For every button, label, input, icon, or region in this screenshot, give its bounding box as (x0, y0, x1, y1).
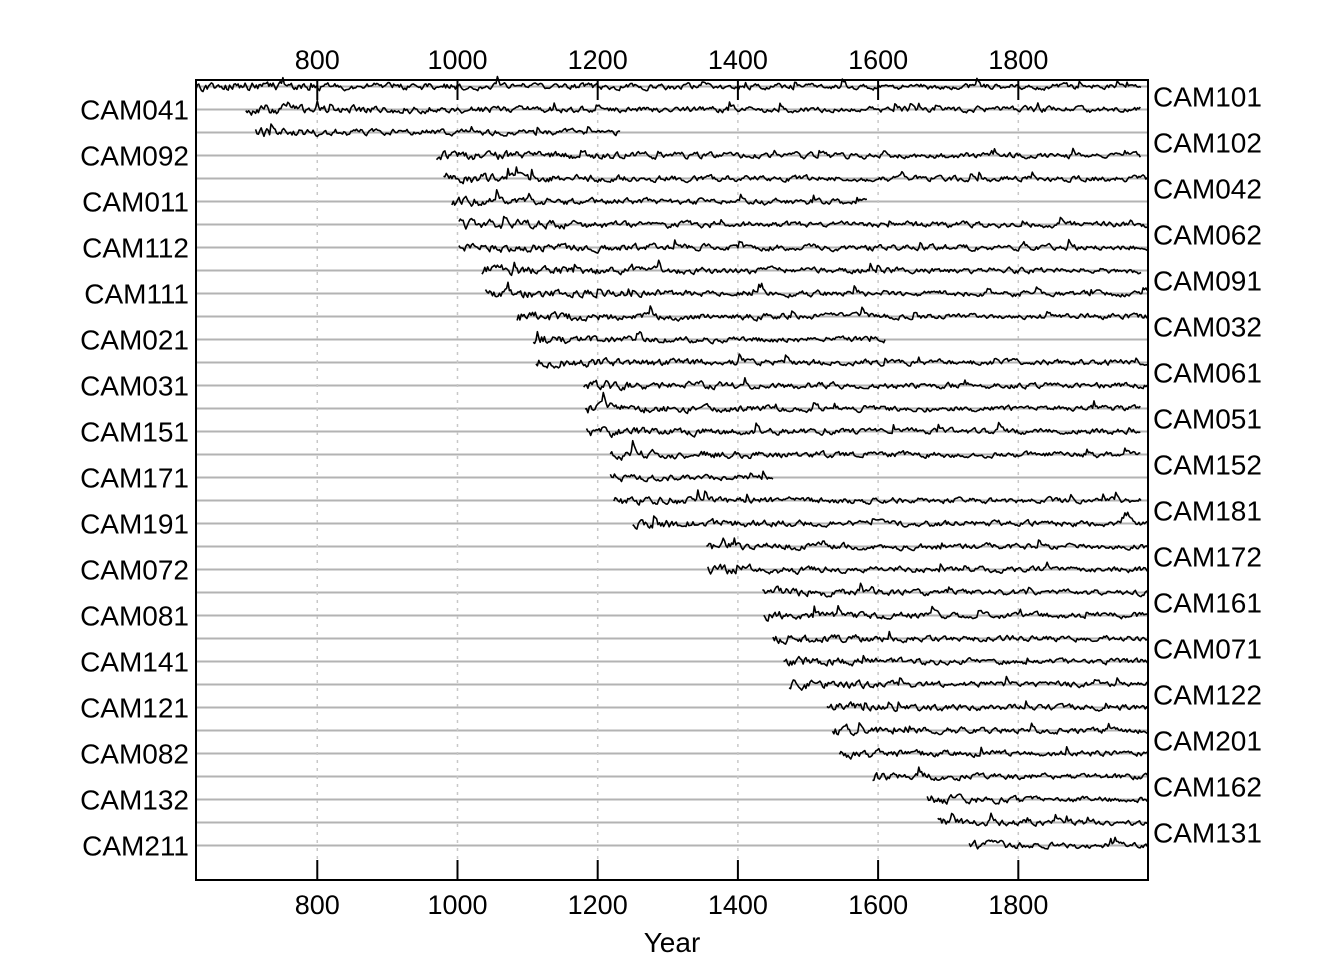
series-label-cam121: CAM121 (80, 693, 189, 724)
series-line-cam092 (872, 766, 1148, 782)
series-line-cam101 (968, 836, 1148, 850)
tick-label-bottom-1800: 1800 (988, 890, 1048, 920)
series-line-cam011 (831, 722, 1149, 737)
series-line-cam131 (245, 99, 1141, 116)
axis-ticks: 800 800 1000 1000 1200 1200 1400 1400 1600 1600 18… (295, 45, 1049, 920)
series-line-cam032 (763, 604, 1149, 622)
tick-label-top-1400: 1400 (708, 45, 768, 75)
series-label-cam152: CAM152 (1153, 450, 1262, 481)
series-label-cam161: CAM161 (1153, 588, 1262, 619)
series-line-cam082 (443, 166, 1148, 185)
series-line-cam201 (451, 189, 868, 207)
series-label-cam071: CAM071 (1153, 634, 1262, 665)
series-label-cam032: CAM032 (1153, 312, 1262, 343)
tick-label-bottom-800: 800 (295, 890, 340, 920)
series-label-cam072: CAM072 (80, 555, 189, 586)
plot-frame (195, 79, 1149, 881)
series-line-cam161 (532, 330, 886, 345)
series-line-cam162 (435, 147, 1142, 161)
tick-label-top-800: 800 (295, 45, 340, 75)
tick-label-bottom-1000: 1000 (427, 890, 487, 920)
tick-label-bottom-1200: 1200 (568, 890, 628, 920)
series-line-cam141 (481, 259, 1142, 277)
series-label-cam061: CAM061 (1153, 358, 1262, 389)
series-line-cam181 (585, 421, 1141, 439)
series-label-cam172: CAM172 (1153, 542, 1262, 573)
series-line-cam121 (458, 215, 1148, 230)
series-line-cam151 (613, 489, 1142, 506)
series-label-cam162: CAM162 (1153, 772, 1262, 803)
horizontal-grid (196, 85, 1148, 847)
series-label-cam062: CAM062 (1153, 220, 1262, 251)
series-labels: CAM041 CAM092 CAM011 CAM112 CAM111 CAM021 CAM0… (80, 82, 1262, 862)
series-lines (195, 75, 1149, 850)
series-label-cam101: CAM101 (1153, 82, 1262, 113)
tick-label-top-1200: 1200 (568, 45, 628, 75)
series-line-cam041 (937, 812, 1149, 827)
tick-label-top-1800: 1800 (988, 45, 1048, 75)
series-line-cam111 (772, 630, 1148, 645)
series-line-cam061 (707, 561, 1149, 576)
series-line-cam062 (826, 700, 1149, 713)
vertical-grid (316, 80, 1020, 880)
series-label-cam131: CAM131 (1153, 818, 1262, 849)
series-label-cam181: CAM181 (1153, 496, 1262, 527)
tick-label-bottom-1600: 1600 (848, 890, 908, 920)
series-label-cam081: CAM081 (80, 601, 189, 632)
series-line-cam021 (762, 582, 1149, 598)
series-label-cam191: CAM191 (80, 509, 189, 540)
series-label-cam082: CAM082 (80, 739, 189, 770)
series-line-cam091 (783, 654, 1149, 667)
series-label-cam042: CAM042 (1153, 174, 1262, 205)
series-line-cam172 (583, 376, 1148, 392)
series-line-cam031 (706, 537, 1149, 552)
series-label-cam112: CAM112 (82, 233, 189, 264)
series-line-cam132 (254, 123, 621, 138)
series-line-cam102 (926, 793, 1148, 805)
series-line-cam071 (484, 281, 1149, 299)
series-line-cam211 (195, 75, 1142, 93)
series-label-cam171: CAM171 (80, 463, 189, 494)
series-label-cam151: CAM151 (80, 417, 189, 448)
series-line-cam112 (788, 675, 1149, 691)
series-label-cam092: CAM092 (80, 141, 189, 172)
tick-label-bottom-1400: 1400 (708, 890, 768, 920)
series-label-cam211: CAM211 (82, 831, 189, 862)
series-label-cam011: CAM011 (82, 187, 189, 218)
series-label-cam091: CAM091 (1153, 266, 1262, 297)
series-label-cam201: CAM201 (1153, 726, 1262, 757)
series-line-cam171 (609, 439, 1141, 461)
series-line-cam122 (458, 238, 1148, 254)
series-label-cam021: CAM021 (80, 325, 189, 356)
series-line-cam051 (632, 511, 1148, 530)
series-label-cam102: CAM102 (1153, 128, 1262, 159)
series-label-cam031: CAM031 (80, 371, 189, 402)
series-label-cam051: CAM051 (1153, 404, 1262, 435)
series-line-cam191 (584, 391, 1141, 415)
series-label-cam111: CAM111 (84, 279, 189, 310)
series-line-cam152 (609, 470, 774, 483)
series-label-cam122: CAM122 (1153, 680, 1262, 711)
series-line-cam081 (516, 305, 1149, 322)
series-line-cam042 (838, 745, 1149, 760)
series-label-cam041: CAM041 (80, 95, 189, 126)
series-label-cam132: CAM132 (80, 785, 189, 816)
x-axis-title: Year (644, 927, 701, 958)
tick-label-top-1600: 1600 (848, 45, 908, 75)
series-label-cam141: CAM141 (80, 647, 189, 678)
tick-label-top-1000: 1000 (427, 45, 487, 75)
series-line-cam072 (535, 353, 1148, 369)
